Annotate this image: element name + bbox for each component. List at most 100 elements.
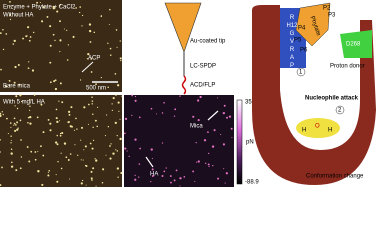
- speckle: [49, 122, 52, 125]
- speckle: [15, 95, 18, 98]
- speckle: [85, 184, 87, 186]
- step: 1: [299, 70, 303, 76]
- speckle: [40, 145, 42, 148]
- speckle: [220, 134, 222, 136]
- speckle: [27, 121, 29, 124]
- speckle: [83, 106, 86, 109]
- speckle: [91, 100, 94, 102]
- speckle: [117, 84, 120, 87]
- speckle: [81, 179, 84, 182]
- speckle: [92, 139, 95, 142]
- speckle: [225, 172, 228, 175]
- speckle: [90, 170, 93, 173]
- speckle: [119, 57, 122, 60]
- speckle: [13, 39, 16, 43]
- speckle: [156, 113, 158, 115]
- speckle: [169, 175, 172, 177]
- speckle: [59, 51, 61, 53]
- speckle: [59, 20, 61, 23]
- speckle: [86, 58, 89, 60]
- speckle: [223, 168, 225, 170]
- speckle: [41, 183, 44, 186]
- speckle: [29, 115, 32, 119]
- speckle: [56, 134, 59, 137]
- speckle: [95, 83, 97, 86]
- speckle: [28, 109, 31, 111]
- speckle: [33, 94, 36, 96]
- speckle: [116, 46, 118, 48]
- speckle: [150, 180, 152, 183]
- speckle: [65, 156, 68, 159]
- speckle: [55, 108, 58, 111]
- speckle: [212, 164, 214, 167]
- speckle: [134, 178, 137, 181]
- tip: [164, 2, 202, 53]
- speckle: [211, 145, 215, 148]
- speckle: [225, 116, 229, 119]
- speckle: [115, 29, 118, 31]
- speckle: [92, 167, 95, 170]
- speckle: [54, 79, 57, 82]
- speckle: [134, 95, 137, 98]
- speckle: [114, 73, 117, 75]
- speckle: [118, 110, 120, 112]
- speckle: [7, 132, 9, 135]
- speckle: [119, 118, 121, 120]
- speckle: [170, 181, 172, 184]
- speckle: [95, 159, 98, 162]
- speckle: [216, 97, 218, 99]
- map-label: HA: [150, 172, 158, 178]
- speckle: [174, 108, 177, 111]
- speckle: [207, 163, 210, 166]
- speckle: [5, 33, 8, 35]
- speckle: [10, 165, 14, 168]
- speckle: [13, 117, 16, 120]
- speckle: [197, 99, 200, 102]
- speckle: [213, 129, 216, 132]
- speckle: [131, 114, 133, 117]
- speckle: [41, 20, 44, 23]
- speckle: [131, 94, 134, 97]
- label: ACP: [88, 56, 100, 62]
- speckle: [19, 167, 22, 170]
- speckle: [16, 107, 19, 110]
- speckle: [90, 177, 93, 180]
- speckle: [59, 4, 61, 6]
- speckle: [22, 37, 24, 40]
- speckle: [217, 177, 220, 180]
- speckle: [59, 82, 62, 85]
- colorbar-unit: pN: [246, 140, 254, 146]
- speckle: [90, 71, 93, 73]
- speckle: [75, 117, 77, 120]
- speckle: [11, 161, 13, 164]
- speckle: [110, 143, 112, 145]
- speckle: [199, 95, 202, 99]
- speckle: [10, 126, 12, 128]
- speckle: [68, 110, 71, 113]
- speckle: [94, 119, 97, 122]
- speckle: [0, 114, 2, 118]
- speckle: [224, 182, 226, 184]
- force-map: [124, 95, 234, 187]
- speckle: [179, 95, 181, 97]
- phosphate: P5: [294, 38, 302, 44]
- nucleophile: Nucleophile attack: [305, 96, 359, 102]
- speckle: [104, 135, 106, 137]
- speckle: [9, 84, 11, 86]
- speckle: [231, 136, 233, 139]
- speckle: [82, 159, 84, 161]
- speckle: [150, 148, 153, 151]
- speckle: [90, 58, 93, 60]
- speckle: [151, 174, 154, 177]
- helix-label: R H12 G V R A P: [286, 15, 298, 69]
- speckle: [39, 1, 41, 4]
- speckle: [55, 141, 58, 144]
- speckle: [67, 158, 70, 161]
- atom: O: [315, 124, 320, 130]
- atom: H: [328, 128, 332, 134]
- speckle: [69, 178, 71, 180]
- speckle: [66, 59, 69, 61]
- speckle: [28, 98, 31, 101]
- speckle: [30, 151, 32, 153]
- substrate: Bare mica: [3, 84, 31, 90]
